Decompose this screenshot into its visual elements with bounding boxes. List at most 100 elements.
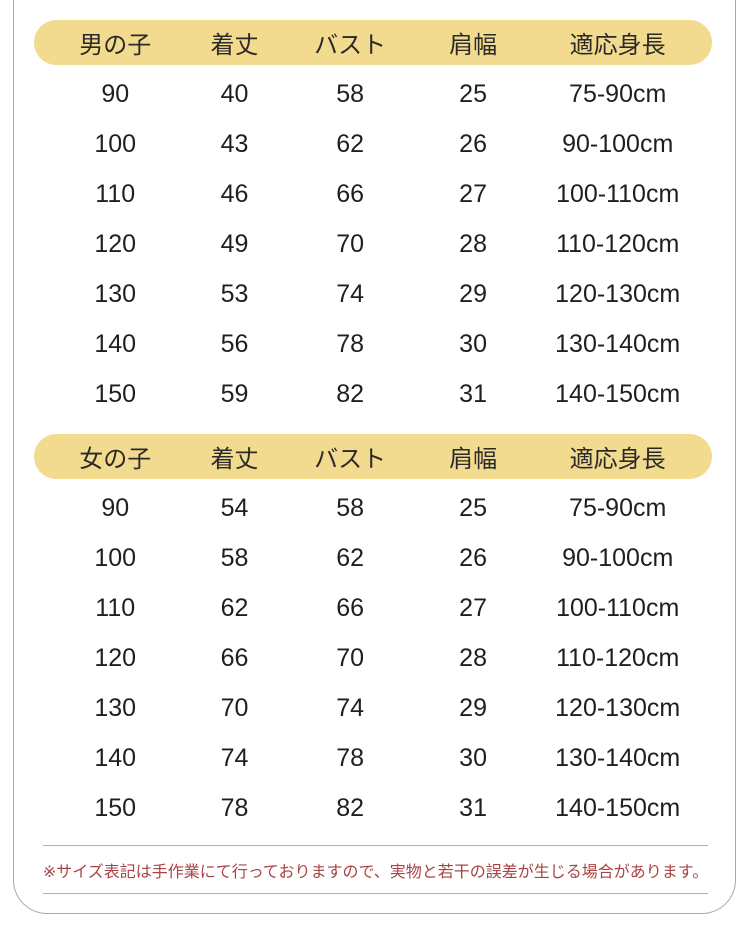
- cell-shoulder: 28: [459, 229, 487, 258]
- cell-bust: 66: [336, 179, 365, 208]
- header-bust: バスト: [314, 446, 387, 473]
- table-row: 90 54 58 25 75-90cm: [14, 483, 737, 533]
- boys-table-body: 90 40 58 25 75-90cm 100 43 62 26 90-100c…: [14, 69, 737, 419]
- table-row: 90 40 58 25 75-90cm: [14, 69, 737, 119]
- cell-shoulder: 28: [459, 643, 487, 672]
- header-shoulder: 肩幅: [449, 446, 498, 473]
- cell-height-range: 90-100cm: [562, 543, 674, 572]
- cell-size: 110: [95, 179, 136, 208]
- cell-shoulder: 25: [459, 79, 487, 108]
- header-size-group: 女の子: [79, 446, 152, 473]
- cell-bust: 82: [336, 379, 365, 408]
- boys-size-table: 男の子 着丈 バスト 肩幅 適応身長 90 40 58 25 75-90cm 1…: [14, 20, 737, 419]
- cell-length: 74: [220, 743, 249, 772]
- cell-shoulder: 30: [459, 743, 487, 772]
- cell-length: 54: [220, 493, 249, 522]
- cell-size: 110: [95, 593, 136, 622]
- girls-table-body: 90 54 58 25 75-90cm 100 58 62 26 90-100c…: [14, 483, 737, 833]
- cell-bust: 70: [336, 643, 365, 672]
- cell-size: 120: [94, 229, 137, 258]
- header-height-range: 適応身長: [569, 32, 666, 59]
- cell-bust: 78: [336, 329, 365, 358]
- header-length: 着丈: [210, 446, 259, 473]
- cell-size: 90: [101, 493, 130, 522]
- size-disclaimer-text: ※サイズ表記は手作業にて行っておりますので、実物と若干の誤差が生じる場合がありま…: [42, 863, 709, 881]
- cell-length: 43: [220, 129, 249, 158]
- header-height-range: 適応身長: [569, 446, 666, 473]
- cell-length: 59: [220, 379, 249, 408]
- cell-length: 56: [220, 329, 249, 358]
- header-bust: バスト: [314, 32, 387, 59]
- cell-height-range: 75-90cm: [569, 79, 667, 108]
- cell-height-range: 130-140cm: [555, 743, 681, 772]
- cell-size: 130: [94, 279, 137, 308]
- cell-length: 40: [220, 79, 249, 108]
- cell-bust: 58: [336, 79, 365, 108]
- table-row: 150 78 82 31 140-150cm: [14, 783, 737, 833]
- table-row: 100 43 62 26 90-100cm: [14, 119, 737, 169]
- cell-height-range: 120-130cm: [555, 693, 681, 722]
- cell-bust: 58: [336, 493, 365, 522]
- cell-shoulder: 25: [459, 493, 487, 522]
- cell-bust: 62: [336, 129, 365, 158]
- header-length: 着丈: [210, 32, 259, 59]
- cell-bust: 74: [336, 693, 365, 722]
- table-row: 120 66 70 28 110-120cm: [14, 633, 737, 683]
- cell-size: 100: [94, 129, 137, 158]
- table-row: 110 62 66 27 100-110cm: [14, 583, 737, 633]
- cell-bust: 62: [336, 543, 365, 572]
- girls-header-row: 女の子 着丈 バスト 肩幅 適応身長: [14, 434, 737, 479]
- cell-height-range: 120-130cm: [555, 279, 681, 308]
- size-disclaimer-note: ※サイズ表記は手作業にて行っておりますので、実物と若干の誤差が生じる場合がありま…: [43, 845, 708, 894]
- table-row: 130 70 74 29 120-130cm: [14, 683, 737, 733]
- girls-size-table: 女の子 着丈 バスト 肩幅 適応身長 90 54 58 25 75-90cm 1…: [14, 434, 737, 833]
- boys-header-row: 男の子 着丈 バスト 肩幅 適応身長: [14, 20, 737, 65]
- cell-length: 49: [220, 229, 249, 258]
- cell-size: 150: [94, 379, 137, 408]
- cell-length: 53: [220, 279, 249, 308]
- cell-bust: 70: [336, 229, 365, 258]
- cell-bust: 74: [336, 279, 365, 308]
- cell-shoulder: 26: [459, 129, 487, 158]
- cell-size: 120: [94, 643, 137, 672]
- cell-height-range: 140-150cm: [555, 379, 681, 408]
- cell-height-range: 100-110cm: [556, 179, 680, 208]
- cell-height-range: 75-90cm: [569, 493, 667, 522]
- table-row: 140 56 78 30 130-140cm: [14, 319, 737, 369]
- table-row: 110 46 66 27 100-110cm: [14, 169, 737, 219]
- table-row: 140 74 78 30 130-140cm: [14, 733, 737, 783]
- table-row: 100 58 62 26 90-100cm: [14, 533, 737, 583]
- cell-height-range: 110-120cm: [556, 229, 680, 258]
- table-row: 150 59 82 31 140-150cm: [14, 369, 737, 419]
- cell-length: 70: [220, 693, 249, 722]
- cell-size: 140: [94, 329, 137, 358]
- cell-length: 78: [220, 793, 249, 822]
- cell-length: 66: [220, 643, 249, 672]
- sheet-border: [13, 0, 736, 914]
- cell-size: 130: [94, 693, 137, 722]
- cell-size: 150: [94, 793, 137, 822]
- cell-shoulder: 30: [459, 329, 487, 358]
- cell-size: 140: [94, 743, 137, 772]
- header-size-group: 男の子: [79, 32, 152, 59]
- cell-height-range: 100-110cm: [556, 593, 680, 622]
- table-row: 130 53 74 29 120-130cm: [14, 269, 737, 319]
- cell-shoulder: 29: [459, 279, 487, 308]
- cell-bust: 82: [336, 793, 365, 822]
- cell-height-range: 140-150cm: [555, 793, 681, 822]
- cell-shoulder: 26: [459, 543, 487, 572]
- girls-header-pill: [34, 434, 712, 479]
- cell-bust: 66: [336, 593, 365, 622]
- cell-size: 90: [101, 79, 130, 108]
- cell-bust: 78: [336, 743, 365, 772]
- cell-height-range: 130-140cm: [555, 329, 681, 358]
- cell-height-range: 90-100cm: [562, 129, 674, 158]
- table-row: 120 49 70 28 110-120cm: [14, 219, 737, 269]
- cell-shoulder: 27: [459, 179, 487, 208]
- cell-length: 62: [220, 593, 249, 622]
- cell-shoulder: 27: [459, 593, 487, 622]
- cell-length: 58: [220, 543, 249, 572]
- cell-size: 100: [94, 543, 137, 572]
- boys-header-pill: [34, 20, 712, 65]
